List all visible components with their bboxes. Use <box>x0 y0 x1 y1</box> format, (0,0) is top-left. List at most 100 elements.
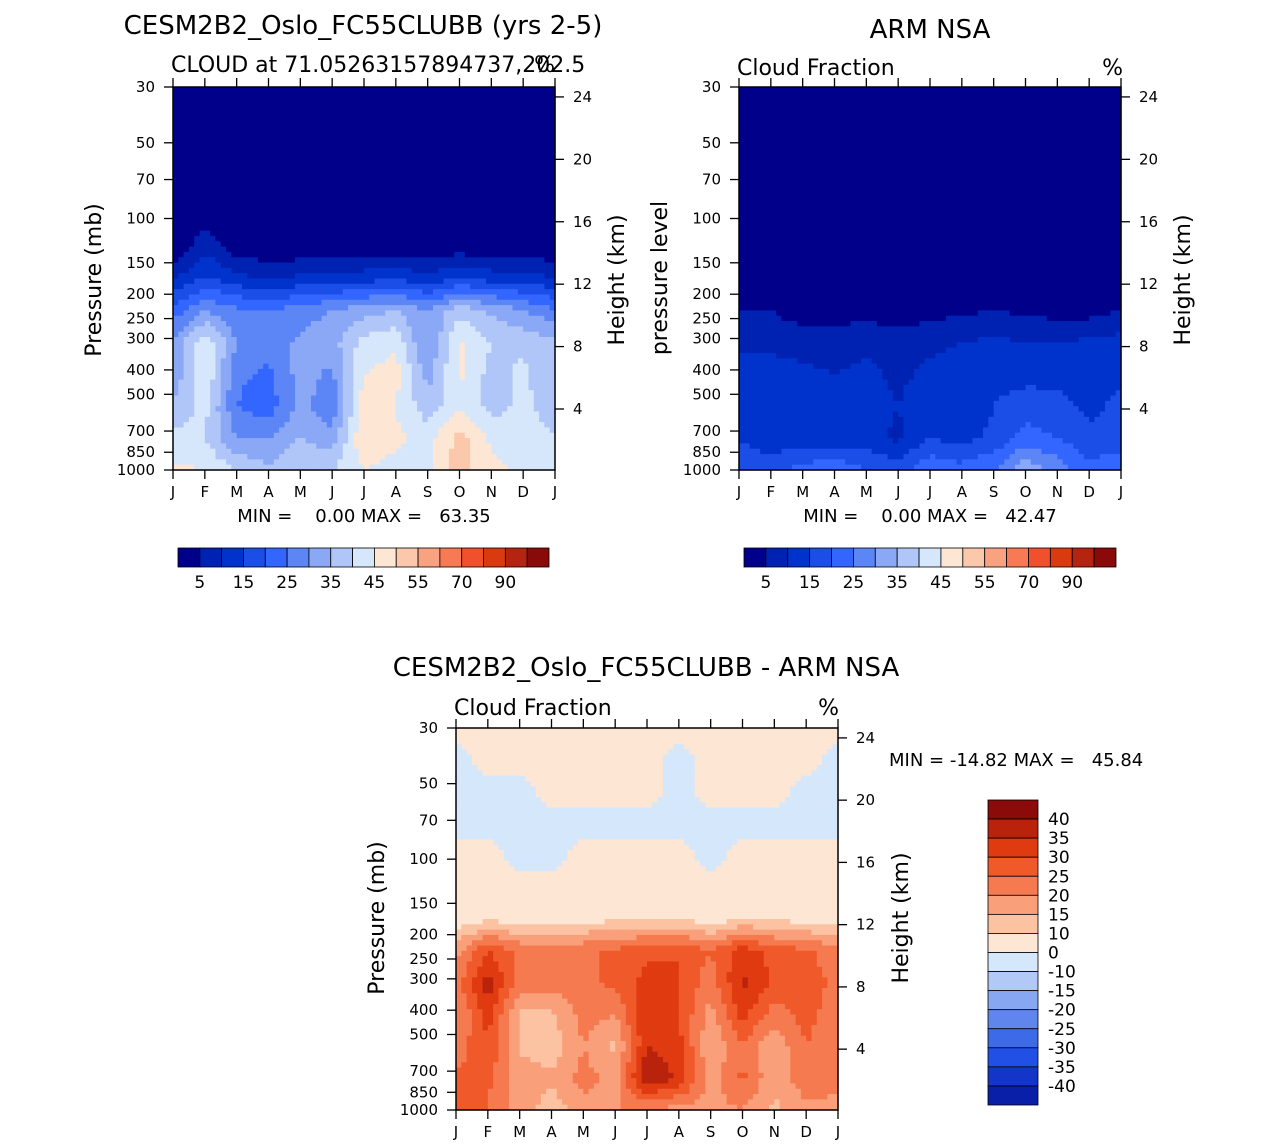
field-cell <box>512 161 519 168</box>
field-cell <box>353 161 360 168</box>
field-cell <box>204 124 211 131</box>
field-cell <box>390 113 397 120</box>
field-cell <box>268 363 275 370</box>
field-cell <box>199 368 206 375</box>
field-cell <box>226 283 232 290</box>
field-cell <box>512 427 519 434</box>
field-cell <box>279 166 286 173</box>
field-cell <box>194 172 201 179</box>
field-cell <box>364 193 370 200</box>
field-cell <box>406 326 413 333</box>
field-cell <box>464 267 471 274</box>
field-cell <box>501 182 508 189</box>
field-cell <box>369 134 376 141</box>
field-cell <box>411 214 418 221</box>
field-cell <box>204 454 211 460</box>
field-cell <box>406 145 413 152</box>
field-cell <box>475 352 482 359</box>
field-cell <box>523 315 530 322</box>
field-cell <box>183 156 190 163</box>
field-cell <box>528 156 535 163</box>
field-cell <box>422 352 429 359</box>
field-cell <box>427 374 434 381</box>
field-cell <box>517 310 524 317</box>
field-cell <box>348 384 354 391</box>
field-cell <box>173 299 179 306</box>
field-cell <box>374 432 381 439</box>
field-cell <box>432 363 439 370</box>
field-cell <box>533 251 540 258</box>
field-cell <box>236 97 243 104</box>
field-cell <box>220 225 227 232</box>
field-cell <box>284 118 291 125</box>
field-cell <box>332 134 339 141</box>
field-cell <box>443 225 450 232</box>
field-cell <box>220 177 227 184</box>
field-cell <box>406 193 413 200</box>
field-cell <box>523 299 530 306</box>
field-cell <box>178 193 185 200</box>
field-cell <box>480 92 487 99</box>
field-cell <box>427 400 434 407</box>
field-cell <box>210 368 217 375</box>
field-cell <box>523 246 530 253</box>
field-cell <box>279 118 286 125</box>
field-cell <box>549 310 556 317</box>
field-cell <box>448 134 455 141</box>
field-cell <box>215 406 222 413</box>
field-cell <box>486 193 492 200</box>
field-cell <box>432 390 439 397</box>
field-cell <box>417 140 423 147</box>
field-cell <box>348 262 354 269</box>
field-cell <box>432 204 439 210</box>
field-cell <box>432 209 439 216</box>
field-cell <box>507 321 514 327</box>
field-cell <box>210 214 217 221</box>
field-cell <box>332 432 339 439</box>
field-cell <box>337 315 344 322</box>
field-cell <box>220 347 227 354</box>
field-cell <box>549 294 556 301</box>
field-cell <box>295 156 301 163</box>
field-cell <box>226 134 232 141</box>
field-cell <box>289 188 296 194</box>
field-cell <box>379 443 386 450</box>
field-cell <box>305 438 312 444</box>
field-cell <box>379 448 386 455</box>
field-cell <box>395 363 402 370</box>
field-cell <box>183 134 190 141</box>
field-cell <box>358 204 365 210</box>
field-cell <box>257 432 264 439</box>
field-cell <box>443 262 450 269</box>
field-cell <box>326 352 333 359</box>
field-cell <box>236 352 243 359</box>
field-cell <box>470 299 477 306</box>
field-cell <box>199 87 206 93</box>
field-cell <box>395 251 402 258</box>
field-cell <box>486 177 492 184</box>
field-cell <box>544 161 551 168</box>
field-cell <box>549 443 556 450</box>
field-cell <box>295 150 301 157</box>
field-cell <box>247 198 254 205</box>
field-cell <box>305 342 312 349</box>
field-cell <box>480 278 487 285</box>
field-cell <box>464 278 471 285</box>
field-cell <box>273 331 280 338</box>
field-cell <box>257 97 264 104</box>
field-cell <box>406 384 413 391</box>
field-cell <box>183 400 190 407</box>
field-cell <box>342 310 349 317</box>
field-cell <box>358 347 365 354</box>
field-cell <box>305 251 312 258</box>
field-cell <box>305 448 312 455</box>
field-cell <box>284 198 291 205</box>
field-cell <box>390 305 397 312</box>
field-cell <box>517 129 524 136</box>
field-cell <box>539 368 545 375</box>
field-cell <box>183 422 190 429</box>
field-cell <box>332 230 339 237</box>
field-cell <box>385 448 392 455</box>
field-cell <box>310 209 317 216</box>
field-cell <box>316 230 323 237</box>
